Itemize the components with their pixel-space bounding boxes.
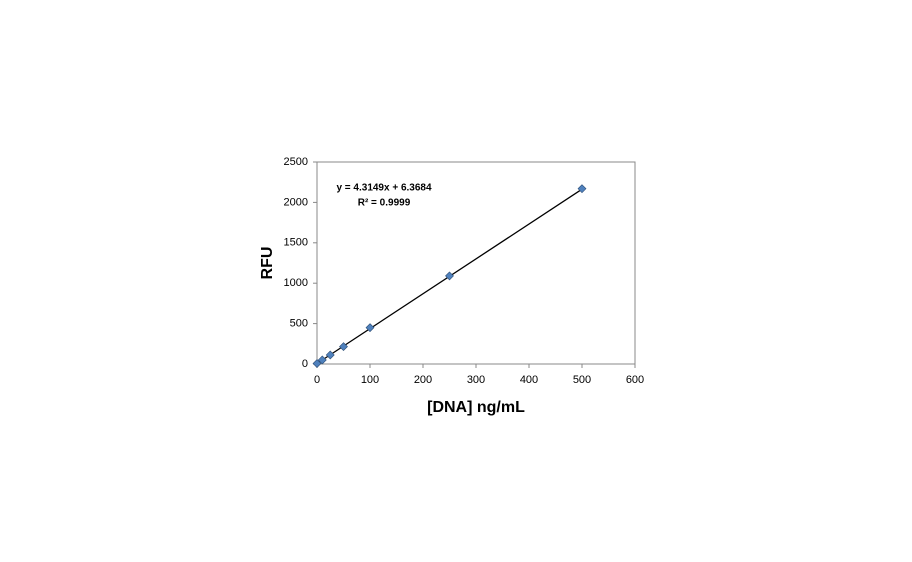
data-point [577,184,587,194]
x-tick-label: 0 [314,374,320,386]
y-tick-label: 500 [290,318,308,330]
data-point [317,355,327,365]
r-squared: R² = 0.9999 [358,198,411,209]
data-point [325,350,335,360]
data-point [445,271,454,281]
x-tick-label: 600 [626,374,644,386]
x-axis-title: [DNA] ng/mL [427,399,525,416]
y-axis-title: RFU [259,247,276,280]
data-point [339,342,348,352]
y-tick-label: 0 [302,358,308,370]
y-tick-label: 1500 [284,237,308,249]
y-tick-label: 1000 [284,277,308,289]
x-tick-label: 300 [467,374,485,386]
data-point [312,359,322,368]
equation: y = 4.3149x + 6.3684 [336,183,432,194]
y-tick-label: 2000 [284,196,308,208]
y-tick-label: 2500 [284,156,308,168]
x-tick-label: 200 [414,374,432,386]
x-tick-label: 400 [520,374,538,386]
x-tick-label: 100 [361,374,379,386]
x-tick-label: 500 [573,374,591,386]
data-point [365,323,375,333]
